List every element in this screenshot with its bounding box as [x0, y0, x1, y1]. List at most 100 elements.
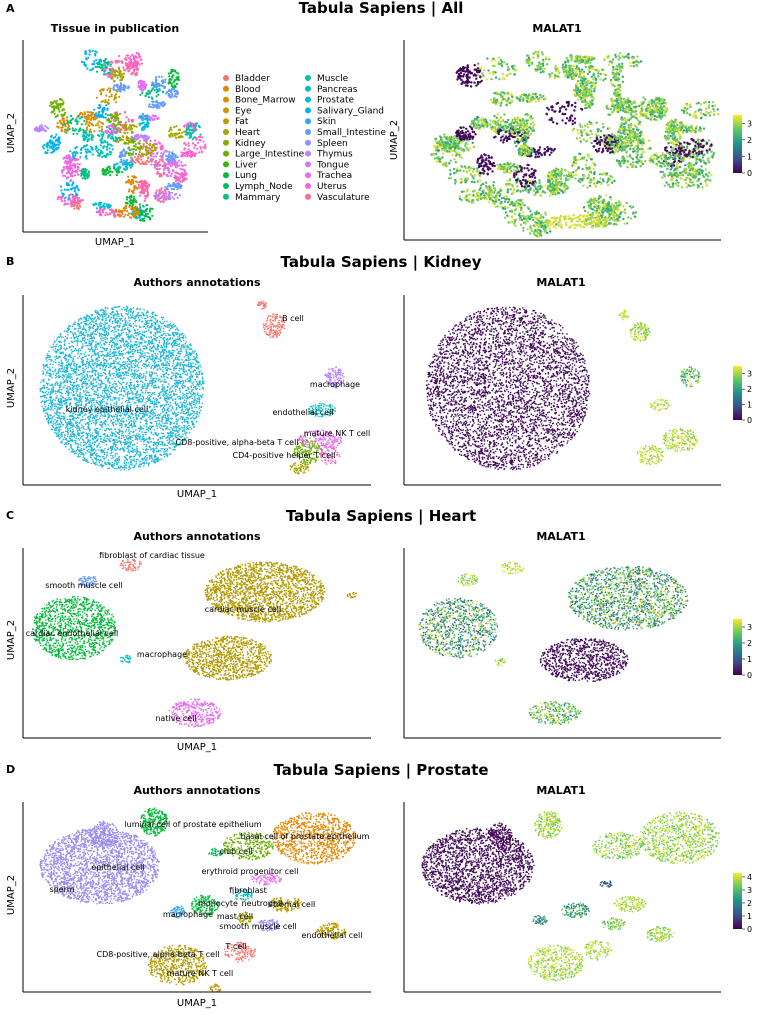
tissue-point: [73, 203, 77, 206]
tissue-point: [116, 171, 119, 174]
tissue-point: [133, 136, 136, 139]
tissue-point: [131, 131, 134, 134]
malat1-point: [502, 61, 506, 64]
malat1-point: [516, 116, 519, 119]
tissue-point: [141, 219, 144, 222]
malat1-point: [482, 122, 486, 125]
malat1-point: [502, 141, 505, 144]
tissue-point: [195, 122, 198, 125]
tissue-point: [137, 52, 140, 55]
malat1-point: [493, 92, 496, 95]
tissue-point: [124, 57, 127, 60]
tissue-point: [119, 151, 122, 154]
tissue-point: [168, 156, 171, 159]
umap-malat1-scatter-all: [430, 50, 720, 238]
tissue-point: [153, 166, 156, 169]
malat1-point: [588, 184, 592, 188]
malat1-point: [492, 184, 495, 187]
tissue-point: [107, 117, 110, 120]
tissue-point: [129, 64, 132, 67]
malat1-point: [539, 194, 542, 197]
malat1-point: [583, 124, 587, 128]
tissue-point: [101, 169, 104, 172]
tissue-point: [187, 144, 190, 147]
malat1-point: [705, 182, 708, 186]
malat1-point: [483, 194, 486, 197]
malat1-point: [709, 110, 713, 114]
tissue-point: [185, 129, 188, 132]
tissue-point: [112, 122, 115, 125]
malat1-point: [611, 143, 614, 146]
tissue-point: [113, 88, 116, 91]
tissue-point: [50, 101, 53, 104]
malat1-point: [477, 121, 480, 124]
malat1-point: [509, 171, 512, 174]
malat1-point: [598, 173, 602, 176]
tissue-point: [147, 183, 150, 186]
tissue-point: [137, 134, 140, 137]
malat1-point: [673, 168, 677, 171]
tissue-point: [63, 174, 67, 177]
tissue-point: [103, 106, 106, 109]
tissue-point: [103, 173, 106, 176]
malat1-point: [707, 175, 710, 178]
tissue-point: [90, 145, 93, 148]
tissue-point: [158, 192, 161, 195]
malat1-point: [707, 104, 711, 107]
tissue-point: [50, 111, 53, 114]
malat1-point: [521, 189, 525, 192]
tissue-point: [59, 103, 62, 107]
malat1-point: [505, 170, 509, 173]
tissue-point: [44, 124, 47, 128]
malat1-point: [592, 145, 596, 148]
tissue-point: [155, 152, 158, 155]
tissue-point: [115, 90, 119, 93]
tissue-point: [55, 133, 58, 136]
tissue-point: [85, 151, 88, 154]
tissue-point: [84, 168, 87, 171]
panel-a-left-subtitle: Tissue in publication: [51, 22, 179, 35]
tissue-point: [175, 76, 178, 79]
malat1-point: [532, 56, 535, 59]
tissue-point: [199, 147, 202, 150]
malat1-point: [606, 149, 609, 153]
tissue-point: [118, 90, 121, 93]
malat1-point: [540, 51, 544, 54]
tissue-point: [109, 73, 113, 76]
tissue-point: [127, 137, 130, 140]
malat1-point: [503, 91, 506, 95]
tissue-point: [71, 152, 74, 155]
tissue-point: [147, 122, 150, 125]
tissue-point: [83, 137, 87, 141]
tissue-point: [156, 168, 160, 171]
tissue-point: [135, 201, 138, 204]
tissue-point: [87, 123, 90, 126]
tissue-point: [145, 135, 148, 138]
tissue-point: [61, 117, 64, 120]
tissue-point: [169, 174, 172, 178]
tissue-point: [112, 139, 115, 142]
tissue-point: [157, 75, 161, 78]
tissue-point: [64, 128, 67, 131]
malat1-point: [580, 125, 584, 129]
tissue-point: [90, 111, 94, 115]
malat1-point: [699, 130, 702, 133]
tissue-point: [155, 189, 158, 192]
tissue-point: [83, 113, 87, 116]
tissue-point: [58, 110, 61, 113]
tissue-point: [141, 191, 144, 195]
tissue-point: [59, 197, 63, 201]
tissue-point: [170, 187, 173, 190]
tissue-point: [125, 139, 129, 142]
panel-a-right-subtitle: MALAT1: [532, 22, 581, 35]
malat1-point: [597, 134, 601, 137]
tissue-point: [69, 164, 72, 167]
malat1-point: [605, 194, 608, 197]
tissue-point: [64, 111, 67, 114]
tissue-point: [132, 195, 135, 198]
tissue-point: [146, 146, 149, 149]
tissue-point: [148, 103, 151, 106]
malat1-point: [609, 205, 613, 208]
tissue-point: [170, 84, 173, 87]
tissue-point: [59, 98, 63, 101]
